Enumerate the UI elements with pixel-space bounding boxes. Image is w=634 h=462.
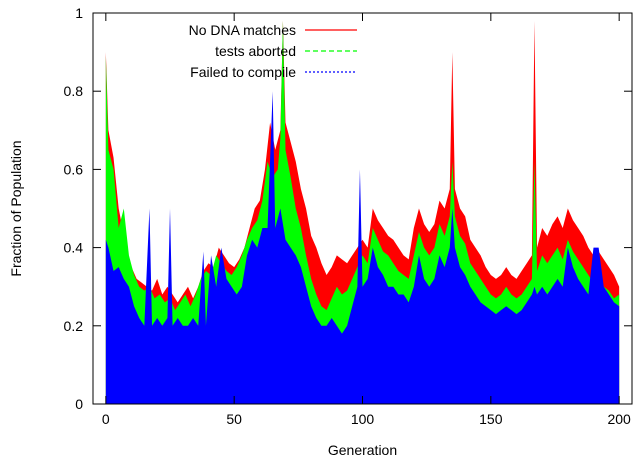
x-axis-title: Generation	[328, 442, 397, 458]
legend-label-failed-to-compile: Failed to compile	[190, 64, 296, 80]
y-axis-title: Fraction of Population	[8, 140, 24, 276]
y-tick-label: 0.8	[64, 83, 84, 99]
x-tick-label: 0	[102, 411, 110, 427]
x-tick-label: 100	[351, 411, 375, 427]
y-tick-label: 0.4	[64, 240, 84, 256]
x-tick-label: 50	[226, 411, 242, 427]
x-tick-label: 200	[607, 411, 631, 427]
legend-label-tests-aborted: tests aborted	[215, 43, 296, 59]
y-tick-label: 0.6	[64, 161, 84, 177]
series-area-failed-to-compile	[105, 91, 620, 404]
y-tick-label: 0.2	[64, 318, 84, 334]
tick-layer: 0 50 100 150 200 0 0.2 0.4 0.6 0.8 1	[64, 5, 632, 427]
legend: No DNA matches tests aborted Failed to c…	[189, 22, 357, 80]
area-layer	[105, 20, 620, 404]
legend-label-no-dna-matches: No DNA matches	[189, 22, 296, 38]
y-tick-label: 1	[75, 5, 83, 21]
y-tick-label: 0	[75, 396, 83, 412]
x-tick-label: 150	[479, 411, 503, 427]
